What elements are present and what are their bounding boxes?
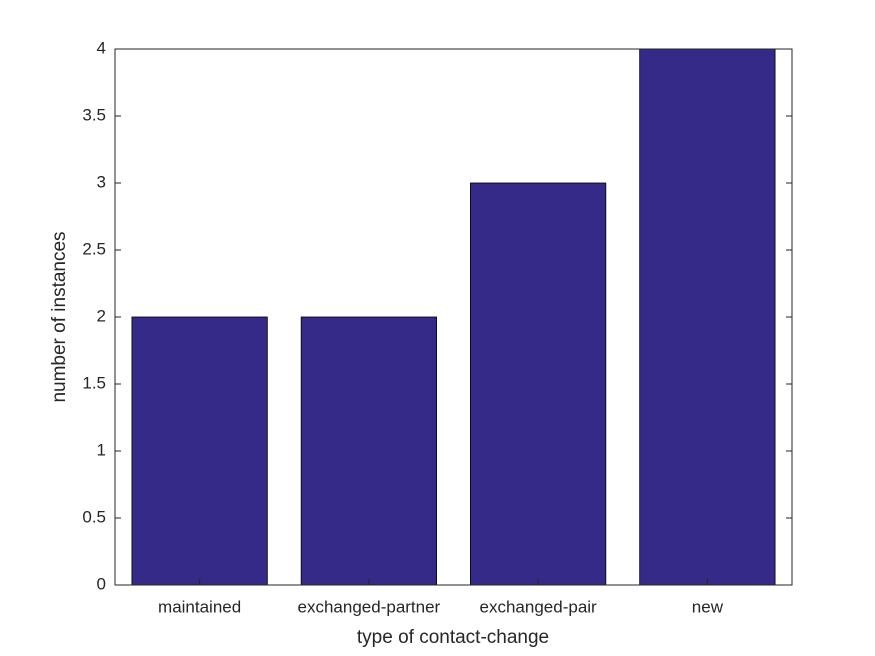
y-tick-label: 3: [97, 172, 106, 191]
y-tick-label: 3.5: [82, 105, 106, 124]
y-tick-label: 2: [97, 306, 106, 325]
bar: [470, 182, 607, 586]
x-tick-label: exchanged-pair: [480, 597, 598, 616]
x-tick-label: exchanged-partner: [298, 597, 441, 616]
bar: [300, 316, 437, 586]
bar: [639, 48, 776, 586]
y-tick-label: 2.5: [82, 239, 106, 258]
y-tick-label: 4: [97, 38, 106, 57]
x-axis-title: type of contact-change: [357, 627, 549, 648]
y-tick-label: 0.5: [82, 507, 106, 526]
y-tick-label: 0: [97, 574, 106, 593]
x-tick-label: maintained: [158, 597, 241, 616]
x-tick-label: new: [692, 597, 724, 616]
bar: [131, 316, 268, 586]
y-axis-title: number of instances: [49, 231, 70, 402]
y-tick-label: 1.5: [82, 373, 106, 392]
y-tick-label: 1: [97, 440, 106, 459]
